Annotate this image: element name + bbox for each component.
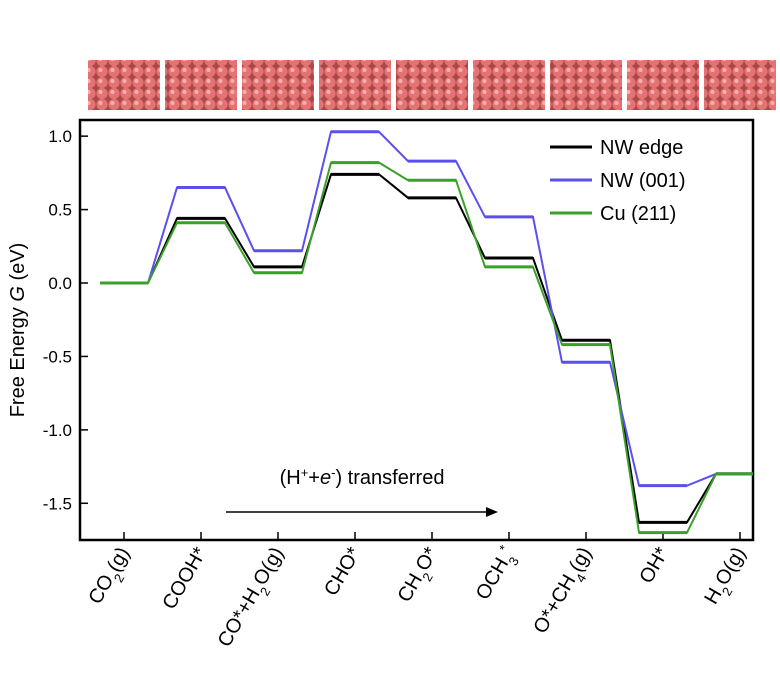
x-tick-label: O*+CH4(g): [529, 544, 601, 641]
series-line: [100, 130, 753, 487]
y-tick-label: 0.0: [48, 274, 72, 293]
x-tick-label: OCH3*: [470, 542, 524, 606]
arrow-head: [486, 507, 498, 517]
series-line: [100, 173, 753, 524]
y-tick-label: -0.5: [43, 347, 72, 366]
y-tick-label: -1.5: [43, 494, 72, 513]
x-tick-label: OH*: [635, 543, 673, 587]
x-tick-label: CO2(g): [84, 544, 139, 611]
surface-images: [88, 60, 776, 110]
slab: [242, 60, 314, 110]
slab: [473, 60, 545, 110]
annotation: (H++e-) transferred: [280, 465, 445, 490]
legend-label: Cu (211): [600, 203, 676, 225]
x-tick-label: CO*+H2O(g): [214, 544, 293, 654]
slab: [396, 60, 468, 110]
slab: [88, 60, 160, 110]
slab: [550, 60, 622, 110]
y-tick-label: 1.0: [48, 127, 72, 146]
slab: [319, 60, 391, 110]
legend-label: NW (001): [600, 170, 686, 192]
x-tick-label: CH2O*: [394, 543, 448, 608]
x-tick-label: H2O(g): [700, 544, 755, 611]
series-line: [100, 161, 753, 534]
y-tick-label: -1.0: [43, 421, 72, 440]
y-tick-label: 0.5: [48, 201, 72, 220]
x-tick-label: CHO*: [320, 543, 365, 599]
x-tick-label: COOH*: [158, 543, 211, 613]
plot-frame: [78, 118, 755, 542]
y-axis-label: Free Energy G (eV): [7, 243, 29, 418]
slab: [627, 60, 699, 110]
legend-label: NW edge: [600, 137, 683, 159]
slab: [704, 60, 776, 110]
slab: [165, 60, 237, 110]
